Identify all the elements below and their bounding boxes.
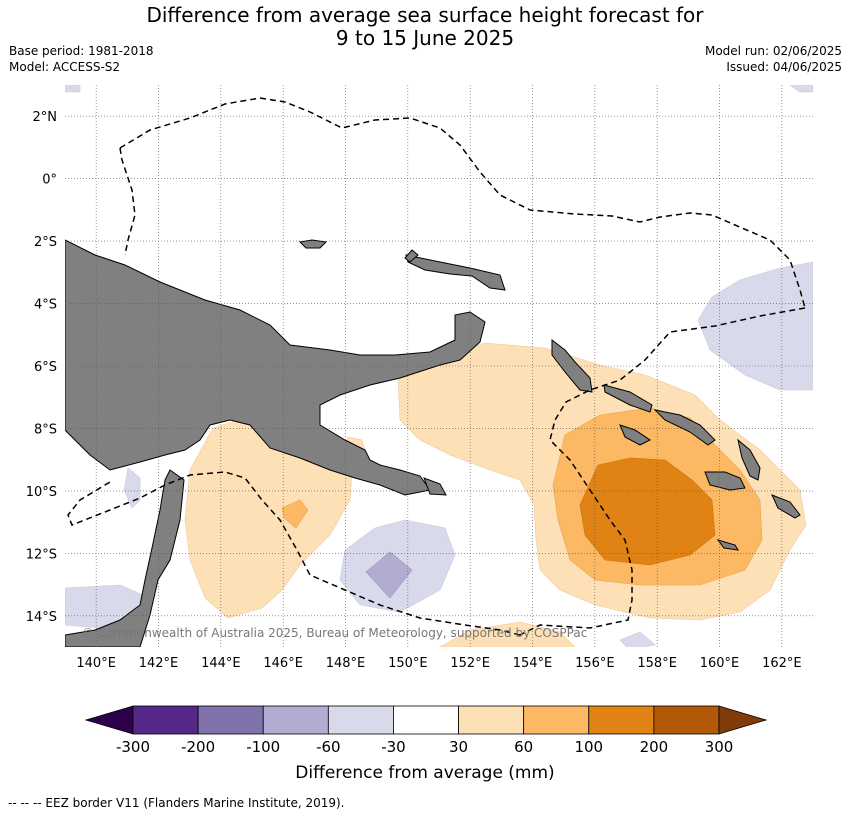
colorbar-tick-label: -300 [116,738,150,756]
colorbar-tick-label: 200 [640,738,669,756]
lat-tick-label: 2°S [34,235,57,250]
colorbar-segment [523,705,590,735]
latitude-labels: 2°N 0° 2°S 4°S 6°S 8°S 10°S 12°S 14°S [26,110,57,625]
base-period: Base period: 1981-2018 [9,44,154,58]
lat-tick-label: 0° [42,173,57,188]
lon-tick-label: 142°E [139,656,179,671]
colorbar-segment [588,705,655,735]
colorbar-tick-label: 300 [705,738,734,756]
colorbar-tick-label: 60 [514,738,533,756]
eez-border-png [119,97,806,309]
colorbar-tick-label: -30 [381,738,406,756]
copyright-notice: © Commonwealth of Australia 2025, Bureau… [82,626,587,640]
colorbar-tick-label: -200 [181,738,215,756]
lon-tick-label: 150°E [388,656,428,671]
eez-border-png-south [67,471,521,636]
positive-anomaly-regions [184,342,807,647]
colorbar-segment [327,705,394,735]
colorbar-tick-label: -60 [316,738,341,756]
lon-tick-label: 140°E [76,656,116,671]
lon-tick-label: 160°E [700,656,740,671]
colorbar: -300 -200 -100 -60 -30 30 60 100 200 300 [84,705,768,756]
anomaly-region-coral-sea-strong-negative [365,551,413,599]
negative-anomaly-regions [65,85,813,647]
lat-tick-label: 10°S [26,485,57,500]
anomaly-region-south-strip-positive-light [439,621,576,647]
lon-tick-label: 162°E [762,656,802,671]
anomaly-region-east-negative [697,261,813,391]
eez-legend-note: -- -- -- EEZ border V11 (Flanders Marine… [8,796,345,810]
lon-tick-label: 156°E [575,656,615,671]
meta-left: Base period: 1981-2018 Model: ACCESS-S2 [9,43,154,75]
land-cape-york [65,469,185,647]
model-name: Model: ACCESS-S2 [9,60,121,74]
colorbar-segment [458,705,525,735]
lat-tick-label: 6°S [34,360,57,375]
map-gridlines [65,85,813,647]
lon-tick-label: 158°E [637,656,677,671]
colorbar-tick-label: 100 [574,738,603,756]
issued-date: Issued: 04/06/2025 [726,60,842,74]
land-choiseul [603,384,653,413]
land-new-ireland [404,249,419,263]
lon-tick-label: 154°E [513,656,553,671]
lat-tick-label: 12°S [26,547,57,562]
colorbar-extend-high [718,705,768,735]
lon-tick-label: 144°E [201,656,241,671]
lat-tick-label: 2°N [33,110,58,125]
lat-tick-label: 14°S [26,610,57,625]
colorbar-segment [132,705,199,735]
lat-tick-label: 8°S [34,422,57,437]
lon-tick-label: 146°E [263,656,303,671]
lat-tick-label: 4°S [34,298,57,313]
chart-title: Difference from average sea surface heig… [0,4,850,50]
title-line-2: 9 to 15 June 2025 [335,26,515,50]
land-rennell [716,539,739,551]
land-makira [771,494,801,519]
model-run: Model run: 02/06/2025 [704,44,842,58]
lon-tick-label: 148°E [326,656,366,671]
anomaly-region-northeast-corner-negative [789,85,813,93]
lon-tick-label: 152°E [450,656,490,671]
colorbar-segment [262,705,329,735]
land-new-britain [405,254,506,291]
map-figure: © Commonwealth of Australia 2025, Bureau… [26,85,813,783]
anomaly-region-main-positive-strong [579,457,716,566]
eez-border-png-southeast [519,307,806,636]
meta-right: Model run: 02/06/2025 Issued: 04/06/2025 [705,43,842,75]
anomaly-region-south-small-negative [619,631,656,647]
anomaly-region-gulf-small-positive-medium [281,499,309,529]
colorbar-tick-label: 30 [449,738,468,756]
colorbar-segment [393,705,459,735]
eez-border-png-west [119,147,136,256]
colorbar-tick-label: -100 [246,738,280,756]
land-new-georgia [619,424,651,446]
colorbar-title: Difference from average (mm) [295,763,554,783]
map-area: © Commonwealth of Australia 2025, Bureau… [65,85,813,647]
colorbar-segment [653,705,720,735]
anomaly-region-north-corner-negative [65,85,81,93]
anomaly-region-west-negative [123,467,141,509]
colorbar-segment [197,705,264,735]
land-malaita [737,438,761,481]
colorbar-extend-low [84,705,134,735]
eez-border [67,97,806,636]
title-line-1: Difference from average sea surface heig… [146,3,704,27]
longitude-labels: 140°E 142°E 144°E 146°E 148°E 150°E 152°E 154°E… [76,656,801,671]
land-manus [298,239,328,249]
land-santa-isabel [653,409,716,446]
land-guadalcanal [704,471,746,491]
